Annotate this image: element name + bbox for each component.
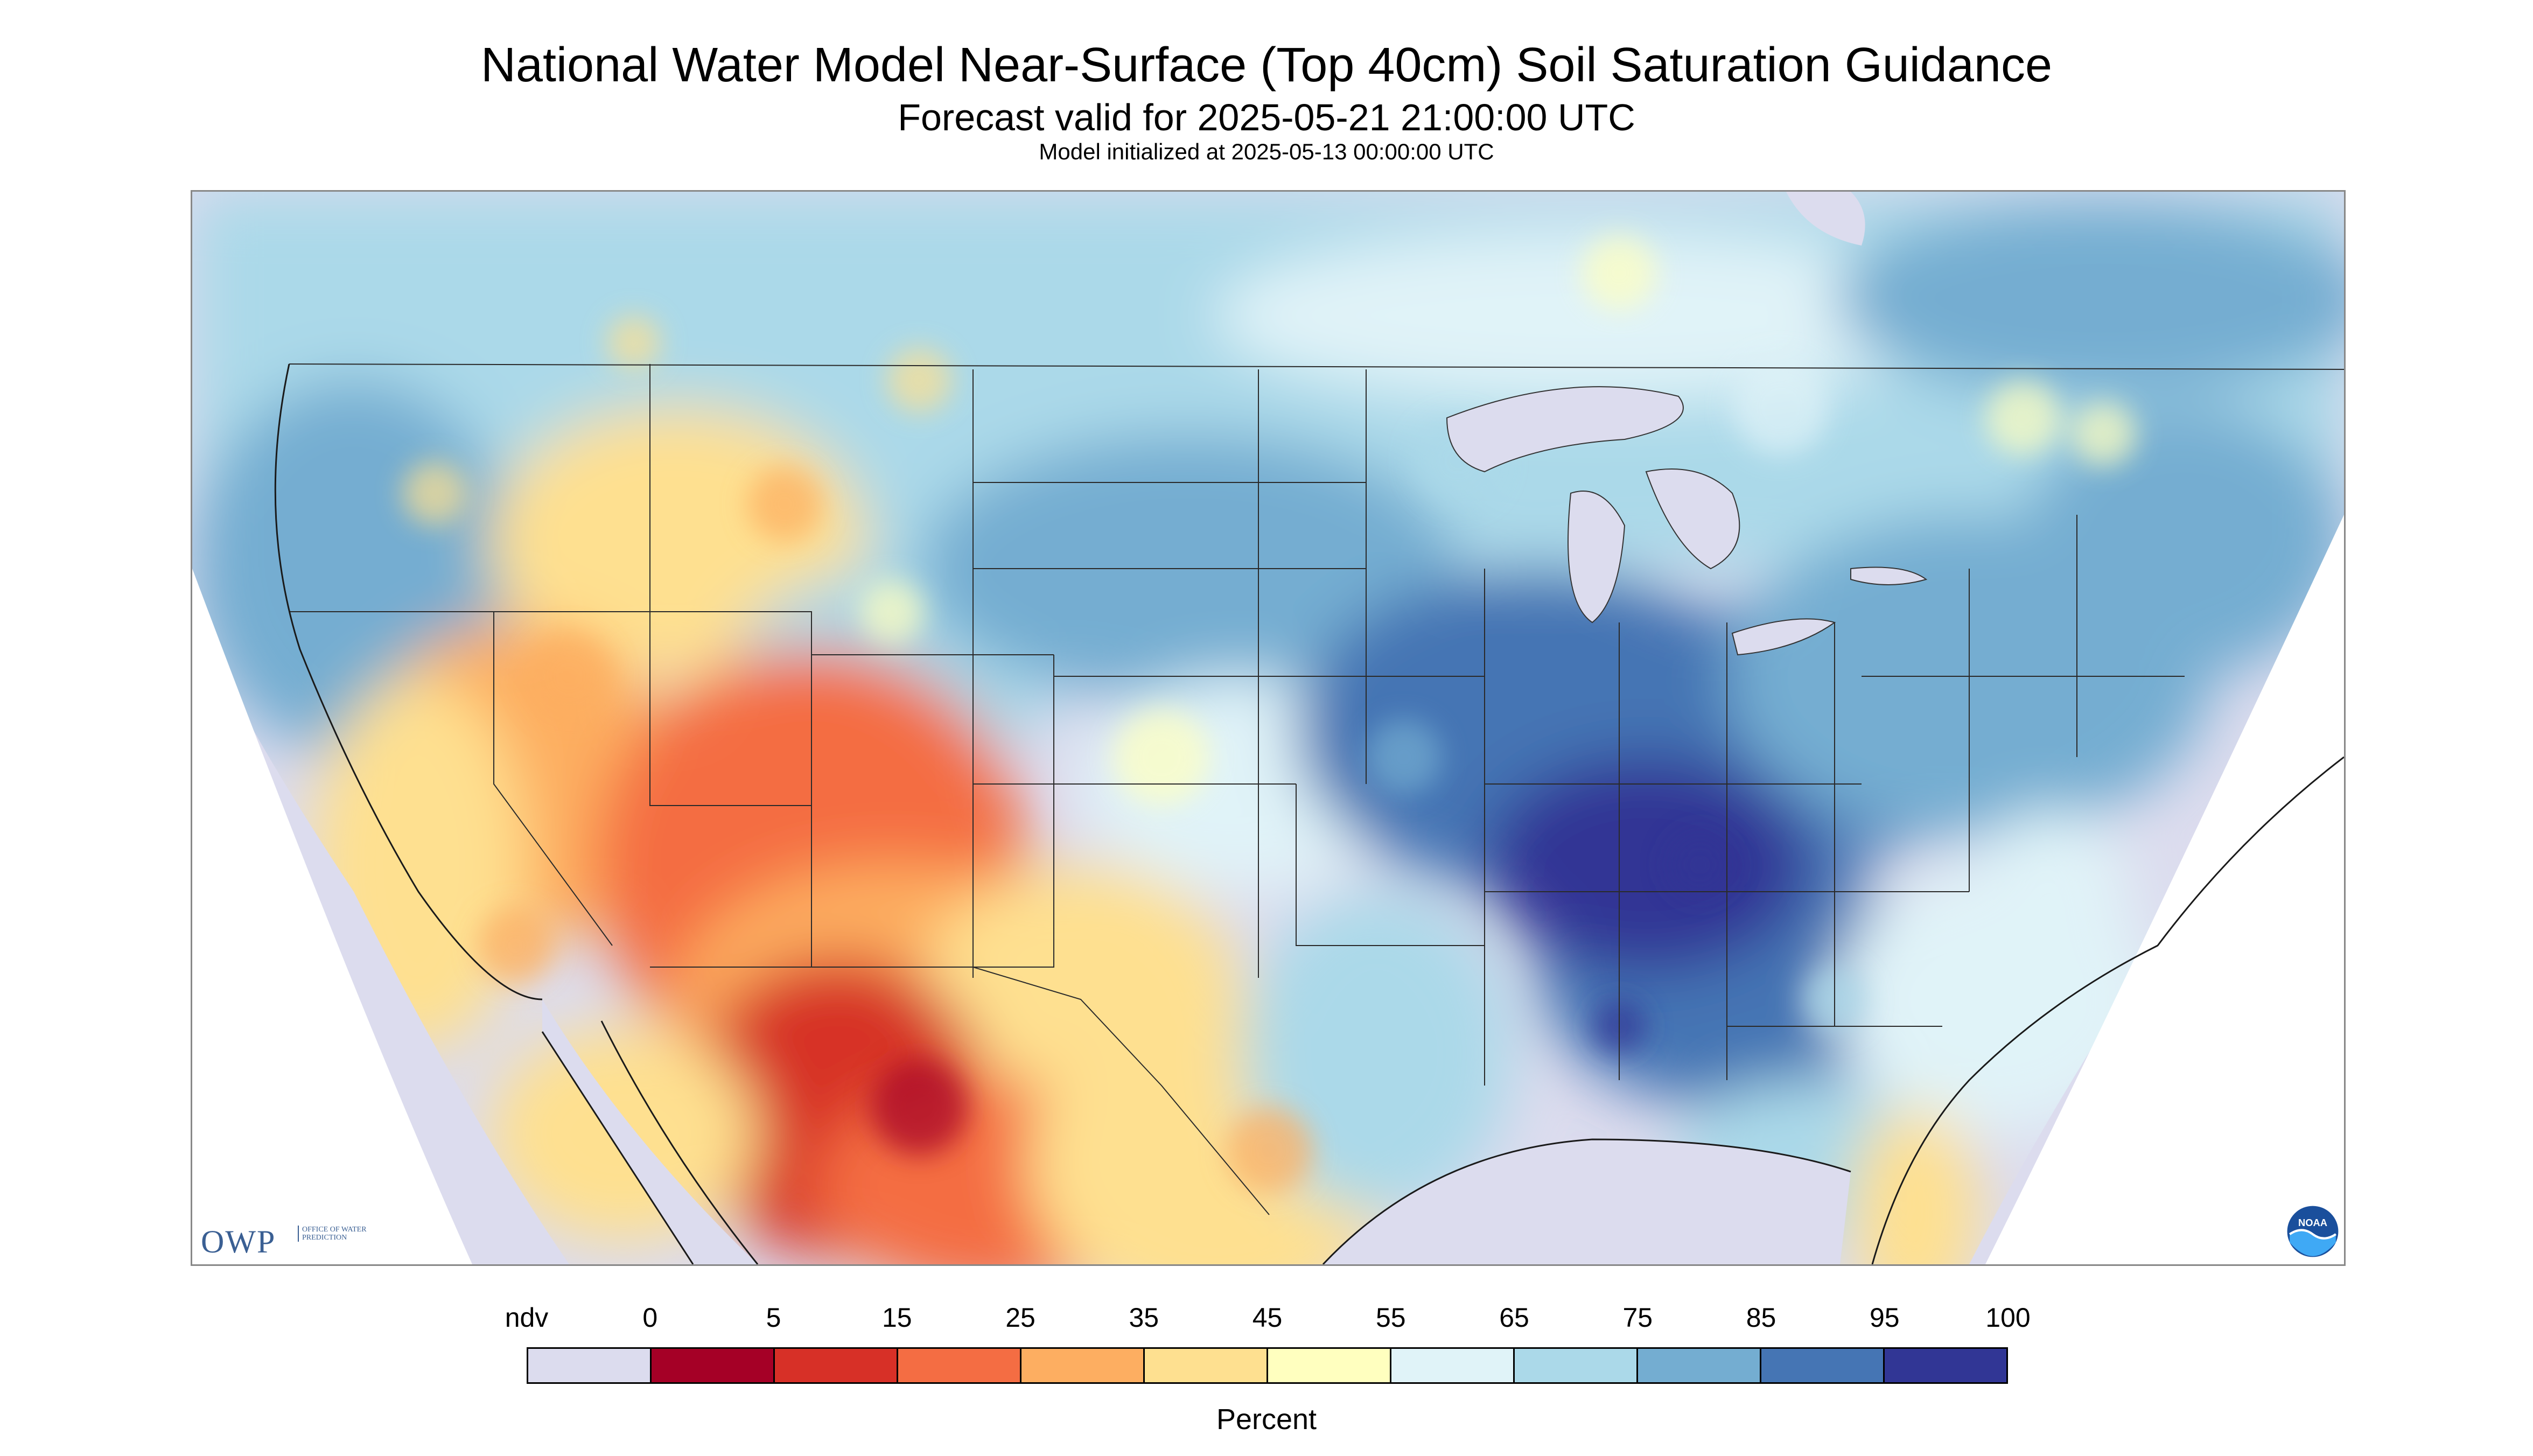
legend-tick-label: ndv [505,1303,549,1333]
political-boundaries [289,363,2344,1215]
legend-unit-label: Percent [1216,1403,1317,1436]
coastlines [274,363,2344,1264]
legend-tick-label: 5 [766,1303,781,1333]
noaa-logo: NOAA [2285,1204,2340,1259]
legend-tick-label: 15 [881,1303,912,1333]
owp-logo-text: OFFICE OF WATER PREDICTION [298,1226,383,1242]
colorbar [527,1347,2008,1384]
model-init-time: Model initialized at 2025-05-13 00:00:00… [1039,139,1494,164]
state-line-13 [1296,784,1485,946]
us-mexico-border [650,967,1270,1215]
great-lakes [1446,386,1928,656]
saturation-field [192,192,2344,1264]
legend-swatch [1268,1349,1391,1382]
hudson-bay [1786,192,1865,246]
legend-tick-label: 65 [1499,1303,1529,1333]
owp-logo: OWP OFFICE OF WATER PREDICTION [201,1221,379,1264]
legend-swatch [898,1349,1021,1382]
legend-tick-label: 100 [1985,1303,2031,1333]
legend-tick-label: 55 [1375,1303,1406,1333]
us-canada-border [289,363,2344,370]
legend-swatch [775,1349,898,1382]
legend-tick-label: 25 [1005,1303,1035,1333]
legend-tick-label: 75 [1622,1303,1653,1333]
forecast-valid-time: Forecast valid for 2025-05-21 21:00:00 U… [898,96,1635,138]
owp-logo-letters: OWP [201,1224,276,1259]
legend-tick-label: 35 [1129,1303,1159,1333]
legend-swatch [1145,1349,1268,1382]
legend-swatch [1515,1349,1638,1382]
legend-tick-label: 45 [1252,1303,1283,1333]
state-line-1 [289,611,1054,655]
legend-tick-label: 0 [642,1303,658,1333]
legend-swatch [1638,1349,1761,1382]
map-title: National Water Model Near-Surface (Top 4… [480,38,2052,92]
noaa-logo-text: NOAA [2298,1217,2327,1228]
legend-swatch [1391,1349,1515,1382]
legend-tick-label: 95 [1869,1303,1900,1333]
legend-swatch [528,1349,652,1382]
gulf-of-mexico [1323,1139,1851,1264]
legend-tick-label: 85 [1746,1303,1776,1333]
state-line-6 [649,612,811,806]
legend-swatch [1021,1349,1145,1382]
state-line-8 [973,655,1054,968]
soil-saturation-map [192,192,2344,1264]
map-panel: OWP OFFICE OF WATER PREDICTION NOAA [191,190,2346,1266]
legend-swatch [1761,1349,1885,1382]
legend-swatch [652,1349,775,1382]
state-line-5 [493,612,613,946]
legend-swatch [1885,1349,2006,1382]
